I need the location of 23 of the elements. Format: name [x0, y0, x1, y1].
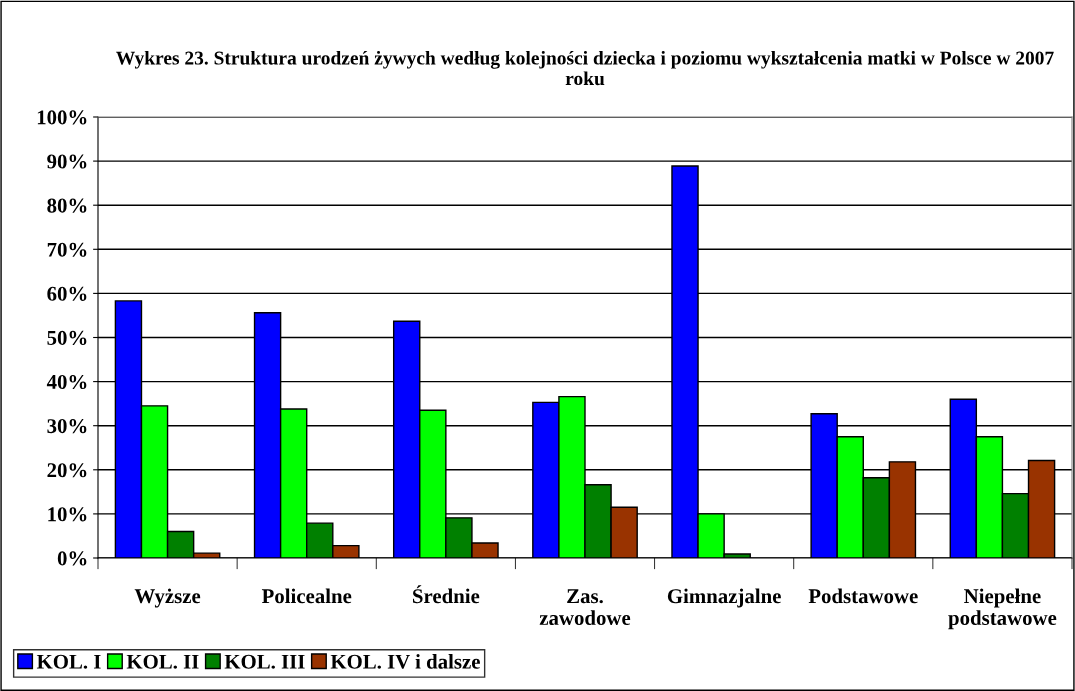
legend-label: KOL. IV i dalsze	[330, 654, 480, 669]
legend-label: KOL. II	[126, 654, 199, 669]
y-tick-label: 50%	[47, 330, 87, 345]
y-tick-label: 0%	[57, 551, 87, 566]
x-tick-label: Średnie	[413, 585, 480, 604]
x-tick-label: Niepełne podstawowe	[948, 588, 1057, 630]
y-tick-label: 90%	[47, 154, 87, 169]
legend-label: KOL. I	[36, 654, 101, 669]
y-tick-label: 100%	[37, 110, 87, 125]
x-tick-label: Podstawowe	[808, 588, 918, 604]
y-tick-label: 30%	[47, 419, 87, 434]
y-tick-label: 60%	[47, 286, 87, 301]
chart-title: Wykres 23. Struktura urodzeń żywych według kolejności dziecka i poziomu wykształcenia matki w Polsce w 2007 roku	[116, 50, 1054, 86]
y-tick-label: 80%	[47, 198, 87, 213]
x-tick-label: Policealne	[261, 588, 352, 604]
x-tick-label: Zas. zawodowe	[539, 589, 631, 625]
y-tick-label: 40%	[46, 374, 87, 390]
legend-label: KOL. III	[224, 654, 305, 669]
y-tick-label: 70%	[47, 242, 87, 257]
y-tick-label: 20%	[47, 463, 87, 478]
x-tick-label: Wyższe	[134, 588, 201, 608]
y-tick-label: 10%	[48, 507, 87, 522]
x-tick-label: Gimnazjalne	[667, 588, 781, 608]
